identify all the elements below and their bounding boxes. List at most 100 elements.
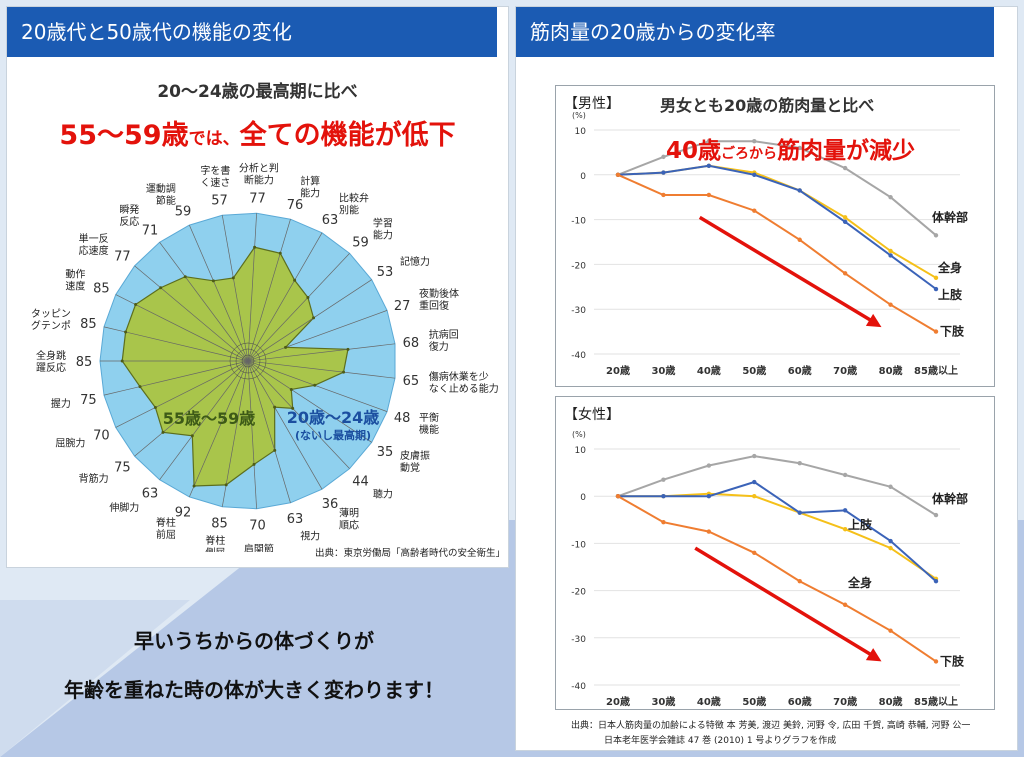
female-chart: 【女性】 10 0 -10 -20 -30 -40 (%) 20歳 30歳 40歳 50歳 60歳 70歳… xyxy=(564,406,968,708)
radar-point xyxy=(313,383,317,387)
radar-point xyxy=(306,295,310,299)
radar-axis-label: 視力 xyxy=(300,529,320,542)
radar-outer-series-note: (ないし最高期) xyxy=(295,428,371,442)
x-tick-label: 70歳 xyxy=(833,695,857,708)
data-point xyxy=(842,215,848,220)
radar-spoke xyxy=(134,360,249,457)
radar-value-label: 59 xyxy=(352,236,369,251)
data-point xyxy=(888,253,893,258)
radar-axis-label: 皮膚振動覚 xyxy=(400,449,430,474)
radar-value-label: 85 xyxy=(93,281,110,296)
data-point xyxy=(661,477,666,482)
radar-spoke xyxy=(247,360,257,509)
radar-axis-label: 傷病休業を少なく止める能力 xyxy=(429,370,499,395)
radar-spoke xyxy=(247,360,323,490)
radar-point xyxy=(291,406,295,410)
radar-spoke xyxy=(115,360,249,428)
radar-axis-label: 屈腕力 xyxy=(55,437,85,450)
radar-spoke xyxy=(115,294,249,362)
radar-axis-label: 学習能力 xyxy=(373,217,393,242)
radar-point xyxy=(342,370,346,374)
data-point xyxy=(888,195,893,200)
radar-value-label: 76 xyxy=(287,198,304,213)
data-point xyxy=(933,512,939,518)
radar-point xyxy=(312,316,316,320)
radar-axis-label: 記憶力 xyxy=(400,255,430,268)
data-point xyxy=(797,510,802,515)
data-point xyxy=(706,463,712,468)
radar-center-ring xyxy=(241,354,255,368)
radar-spoke xyxy=(247,279,372,362)
data-point xyxy=(706,163,712,169)
x-tick-label: 50歳 xyxy=(742,364,766,377)
radar-headline-age: 55～59歳 xyxy=(59,120,189,151)
radar-value-label: 63 xyxy=(287,512,304,527)
data-point xyxy=(933,286,939,292)
x-tick-label: 60歳 xyxy=(788,364,812,377)
radar-point xyxy=(346,347,350,351)
data-point xyxy=(752,550,757,556)
radar-axis-label: 平衡機能 xyxy=(419,412,439,436)
data-point xyxy=(933,659,939,664)
series-label: 下肢 xyxy=(940,653,965,668)
y-axis-unit: (%) xyxy=(572,111,586,120)
male-chart-title: 男女とも20歳の筋肉量と比べ xyxy=(660,96,874,115)
radar-spoke xyxy=(103,326,249,362)
radar-axis-label: 瞬発反応 xyxy=(119,203,139,228)
data-point xyxy=(842,508,848,513)
data-point xyxy=(797,578,802,584)
radar-point xyxy=(138,385,142,389)
radar-axis-label: 抗病回復力 xyxy=(429,328,459,353)
y-tick-label: 10 xyxy=(575,446,587,456)
radar-spoke xyxy=(247,310,388,362)
x-tick-label: 80歳 xyxy=(879,695,903,708)
radar-axis-label: 背筋力 xyxy=(79,472,109,485)
radar-axis-label: 脊柱前屈 xyxy=(156,516,176,541)
y-tick-label: -20 xyxy=(571,588,586,598)
x-tick-label: 30歳 xyxy=(651,695,675,708)
radar-value-label: 92 xyxy=(175,506,192,521)
radar-spoke xyxy=(247,213,257,362)
radar-axis-label: 比較弁別能 xyxy=(339,191,369,216)
data-point xyxy=(661,154,666,160)
radar-spoke xyxy=(247,360,350,469)
series-label: 全身 xyxy=(847,575,872,590)
radar-spoke xyxy=(247,343,396,362)
trend-arrow xyxy=(694,546,877,659)
radar-spoke xyxy=(159,242,249,362)
radar-spoke xyxy=(247,360,396,379)
trend-arrow-head xyxy=(865,648,882,662)
series-label: 全身 xyxy=(937,260,962,275)
radar-outer-series-label: 20歳～24歳 xyxy=(287,408,380,427)
radar-source: 出典：東京労働局「高齢者時代の安全衛生」 xyxy=(315,548,506,559)
radar-point xyxy=(153,405,157,409)
data-point xyxy=(615,494,621,499)
data-point xyxy=(933,329,939,334)
series-line xyxy=(617,140,937,237)
radar-axis-label: 字を書く速さ xyxy=(200,164,230,189)
radar-panel: 20歳代と50歳代の機能の変化 20～24歳の最高期に比べ 55～59歳では、全… xyxy=(6,6,509,568)
radar-panel-header: 20歳代と50歳代の機能の変化 xyxy=(7,7,497,57)
x-tick-label: 70歳 xyxy=(833,364,857,377)
radar-point xyxy=(192,484,196,488)
y-tick-label: -30 xyxy=(571,306,586,316)
radar-value-label: 85 xyxy=(211,517,228,532)
muscle-panel-header: 筋肉量の20歳からの変化率 xyxy=(516,7,994,57)
data-point xyxy=(797,237,802,242)
radar-axis-label: 夜勤後体重回復 xyxy=(419,287,459,312)
data-point xyxy=(842,165,848,171)
data-point xyxy=(933,233,939,238)
radar-axis-label: 運動調節能 xyxy=(146,182,176,207)
radar-value-label: 63 xyxy=(322,213,339,228)
radar-spoke xyxy=(189,360,249,498)
message-line1: 早いうちからの体づくりが xyxy=(134,629,374,653)
panel-label: 【女性】 xyxy=(564,406,620,423)
data-point xyxy=(752,479,757,485)
radar-value-label: 75 xyxy=(80,393,97,408)
radar-spoke xyxy=(221,215,249,362)
radar-point xyxy=(120,359,124,363)
radar-point xyxy=(273,405,277,409)
radar-point xyxy=(161,430,165,434)
data-point xyxy=(661,519,666,525)
radar-inner-series-label: 55歳～59歳 xyxy=(163,409,256,428)
